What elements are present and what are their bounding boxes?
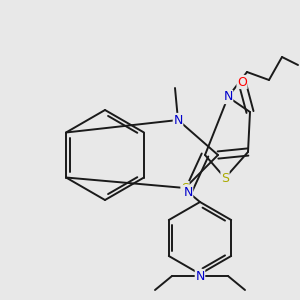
Text: N: N xyxy=(223,91,233,103)
Text: S: S xyxy=(221,172,229,184)
Text: N: N xyxy=(173,113,183,127)
Text: N: N xyxy=(195,269,205,283)
Text: O: O xyxy=(237,76,247,88)
Text: N: N xyxy=(183,185,193,199)
Text: S: S xyxy=(181,182,189,194)
